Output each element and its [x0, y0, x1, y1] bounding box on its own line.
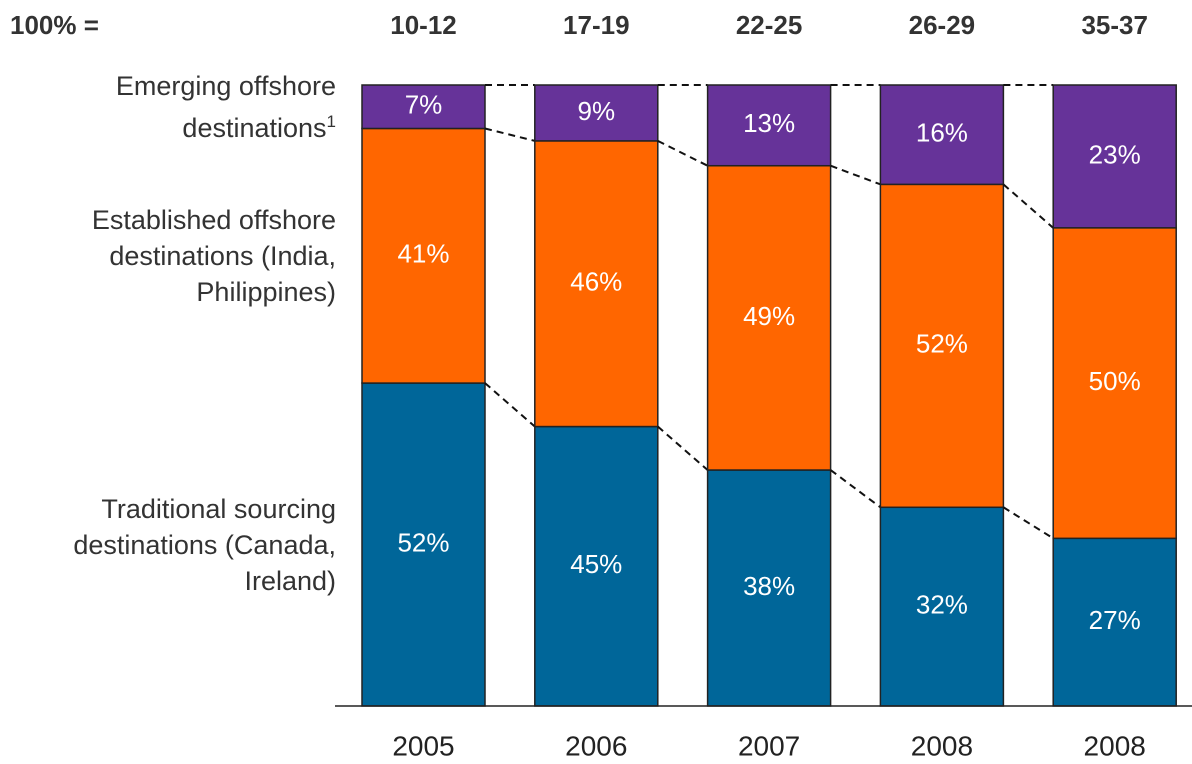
bar-segment [534, 84, 659, 142]
bar-segment [1052, 227, 1177, 540]
connector [657, 425, 709, 471]
value-label: 52% [397, 527, 449, 557]
connector [484, 382, 536, 428]
bar-segment [706, 84, 832, 167]
value-label: 32% [916, 590, 968, 620]
connector [830, 469, 881, 509]
legend-label: Established offshore destinations (India… [0, 202, 336, 310]
connector [657, 139, 709, 167]
value-label: 7% [405, 90, 443, 120]
value-label: 46% [570, 267, 622, 297]
total-value: 22-25 [736, 10, 803, 40]
legend-label: Emerging offshore destinations1 [0, 68, 336, 146]
value-label: 41% [397, 239, 449, 269]
value-label: 52% [916, 329, 968, 359]
x-tick-label: 2007 [738, 730, 800, 761]
value-label: 13% [743, 108, 795, 138]
bar-segment [534, 140, 659, 428]
x-tick-label: 2005 [392, 730, 454, 761]
connector [484, 127, 536, 142]
value-label: 50% [1089, 366, 1141, 396]
footnote-mark: 1 [326, 111, 336, 131]
total-value: 17-19 [563, 10, 630, 40]
value-label: 9% [578, 96, 616, 126]
total-value: 26-29 [909, 10, 976, 40]
legend-label: Traditional sourcing destinations (Canad… [0, 491, 336, 599]
bar-segment [879, 84, 1005, 186]
total-value: 10-12 [390, 10, 457, 40]
bar-segment [706, 469, 832, 707]
value-label: 38% [743, 571, 795, 601]
bar-segment [1052, 84, 1177, 229]
legend-text: Established offshore destinations (India… [91, 204, 336, 307]
total-label: 100% = [10, 10, 99, 40]
value-label: 27% [1089, 605, 1141, 635]
value-label: 45% [570, 549, 622, 579]
value-label: 16% [916, 118, 968, 148]
bar-segment [706, 164, 832, 471]
connector [830, 164, 881, 186]
bar-segment [1052, 537, 1177, 707]
bar-segment [361, 84, 486, 130]
connector [1002, 506, 1054, 540]
value-label: 23% [1089, 139, 1141, 169]
value-label: 49% [743, 301, 795, 331]
bar-segment [534, 425, 659, 707]
x-tick-label: 2006 [565, 730, 627, 761]
bar-segment [361, 127, 486, 384]
x-tick-label: 2008 [1084, 730, 1146, 761]
bar-segment [879, 183, 1005, 509]
total-value: 35-37 [1081, 10, 1148, 40]
legend-text: Emerging offshore destinations [115, 70, 336, 143]
x-tick-label: 2008 [911, 730, 973, 761]
bar-segment [361, 382, 486, 707]
connector [1002, 183, 1054, 229]
legend-text: Traditional sourcing destinations (Canad… [73, 493, 336, 596]
